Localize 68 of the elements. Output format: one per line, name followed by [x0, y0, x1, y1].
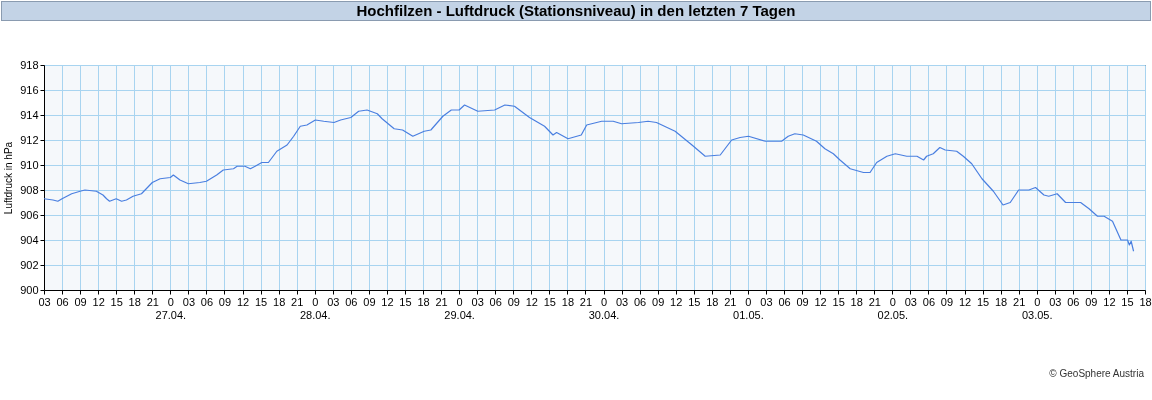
x-tick-label: 03 [38, 295, 51, 308]
x-tick-label: 09 [74, 295, 87, 308]
x-tick-label: 12 [92, 295, 105, 308]
x-tick-label: 03 [327, 295, 340, 308]
x-tick-label: 21 [435, 295, 448, 308]
x-tick-label: 06 [489, 295, 502, 308]
x-tick-label: 15 [688, 295, 701, 308]
y-tick-label: 908 [20, 183, 39, 196]
y-tick-label: 910 [20, 158, 39, 171]
x-tick-label: 21 [579, 295, 593, 308]
x-tick-label: 21 [868, 295, 881, 308]
x-tick-label: 06 [200, 295, 214, 308]
text: © GeoSphere Austria [1049, 368, 1144, 379]
x-tick-label: 03 [182, 295, 196, 308]
y-tick-label: 912 [20, 133, 39, 146]
x-tick-label: 18 [1139, 295, 1152, 308]
x-tick-label: 15 [543, 295, 556, 308]
y-tick-label: 900 [20, 283, 39, 296]
x-tick-label: 09 [652, 295, 665, 308]
x-tick-label: 12 [381, 295, 394, 308]
y-axis-title: Luftdruck in hPa [3, 141, 15, 215]
y-tick-label: 914 [20, 108, 39, 121]
x-tick-label: 12 [958, 295, 972, 308]
x-tick-label: 03 [615, 295, 629, 308]
x-tick-label: 06 [778, 295, 791, 308]
x-tick-label: 06 [56, 295, 69, 308]
x-tick-label: 09 [507, 295, 520, 308]
x-tick-label: 21 [291, 295, 304, 308]
x-tick-label: 12 [525, 295, 538, 308]
x-tick-label: 09 [940, 295, 954, 308]
x-tick-label: 12 [670, 295, 683, 308]
x-tick-label: 06 [922, 295, 936, 308]
x-tick-label: 09 [218, 295, 232, 308]
y-tick-label: 904 [20, 233, 39, 246]
x-tick-label: 03 [760, 295, 773, 308]
x-tick-label: 03 [904, 295, 917, 308]
x-tick-label: 15 [110, 295, 123, 308]
chart-title: Hochfilzen - Luftdruck (Stationsniveau) in den letzten 7 Tagen [1, 1, 1151, 21]
x-tick-label: 15 [976, 295, 990, 308]
x-tick-label: 12 [236, 295, 250, 308]
x-tick-label: 21 [146, 295, 159, 308]
x-tick-label: 09 [796, 295, 809, 308]
x-tick-label: 18 [273, 295, 286, 308]
x-tick-label: 03 [471, 295, 484, 308]
x-tick-label: 15 [832, 295, 845, 308]
x-tick-label: 21 [724, 295, 737, 308]
x-tick-label: 18 [561, 295, 575, 308]
x-tick-label: 03 [1049, 295, 1062, 308]
x-tick-label: 09 [363, 295, 376, 308]
x-tick-label: 18 [417, 295, 430, 308]
x-tick-label: 06 [1067, 295, 1080, 308]
x-tick-label: 21 [1013, 295, 1026, 308]
x-tick-label: 15 [254, 295, 268, 308]
y-tick-label: 918 [20, 58, 39, 71]
x-tick-label: 12 [814, 295, 827, 308]
x-tick-label: 18 [850, 295, 863, 308]
x-tick-label: 18 [706, 295, 719, 308]
y-tick-label: 906 [20, 208, 39, 221]
x-tick-label: 09 [1085, 295, 1098, 308]
y-tick-label: 902 [20, 258, 39, 271]
x-tick-label: 15 [399, 295, 412, 308]
x-tick-label: 12 [1103, 295, 1116, 308]
x-tick-label: 18 [128, 295, 141, 308]
x-tick-label: 18 [994, 295, 1008, 308]
x-tick-label: 15 [1121, 295, 1134, 308]
y-tick-label: 916 [20, 83, 39, 96]
x-tick-label: 06 [345, 295, 358, 308]
x-tick-label: 06 [634, 295, 647, 308]
